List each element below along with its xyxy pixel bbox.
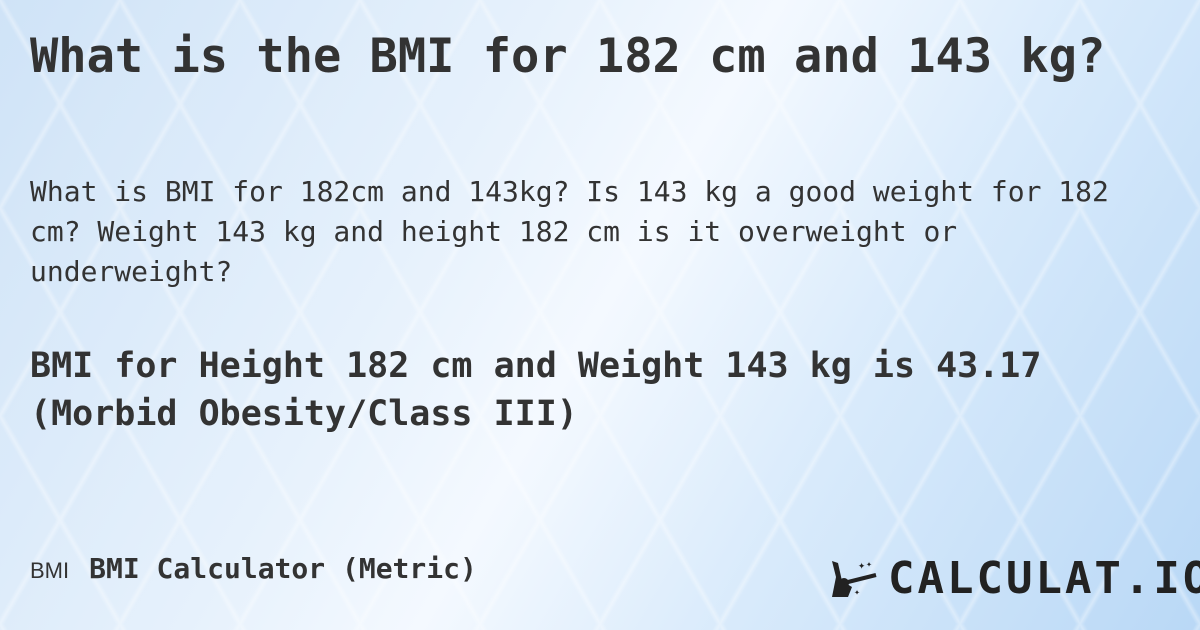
calculat-io-logo: ✦ ✦ ✦ CALCULAT.IO bbox=[828, 556, 1200, 602]
svg-text:✦: ✦ bbox=[854, 587, 860, 598]
svg-text:✦: ✦ bbox=[858, 558, 865, 572]
bmi-result: BMI for Height 182 cm and Weight 143 kg … bbox=[30, 346, 1042, 434]
calculator-footer: BMI BMI Calculator (Metric) bbox=[30, 552, 477, 585]
description: What is BMI for 182cm and 143kg? Is 143 … bbox=[30, 175, 1109, 288]
page-title: What is the BMI for 182 cm and 143 kg? bbox=[30, 29, 1106, 84]
calculator-name: BMI Calculator (Metric) bbox=[89, 552, 477, 585]
magic-hand-wand-icon: ✦ ✦ ✦ bbox=[832, 558, 877, 598]
calculator-abbr: BMI bbox=[30, 558, 70, 583]
logo-text: CALCULAT.IO bbox=[888, 553, 1200, 604]
svg-text:✦: ✦ bbox=[866, 559, 872, 570]
